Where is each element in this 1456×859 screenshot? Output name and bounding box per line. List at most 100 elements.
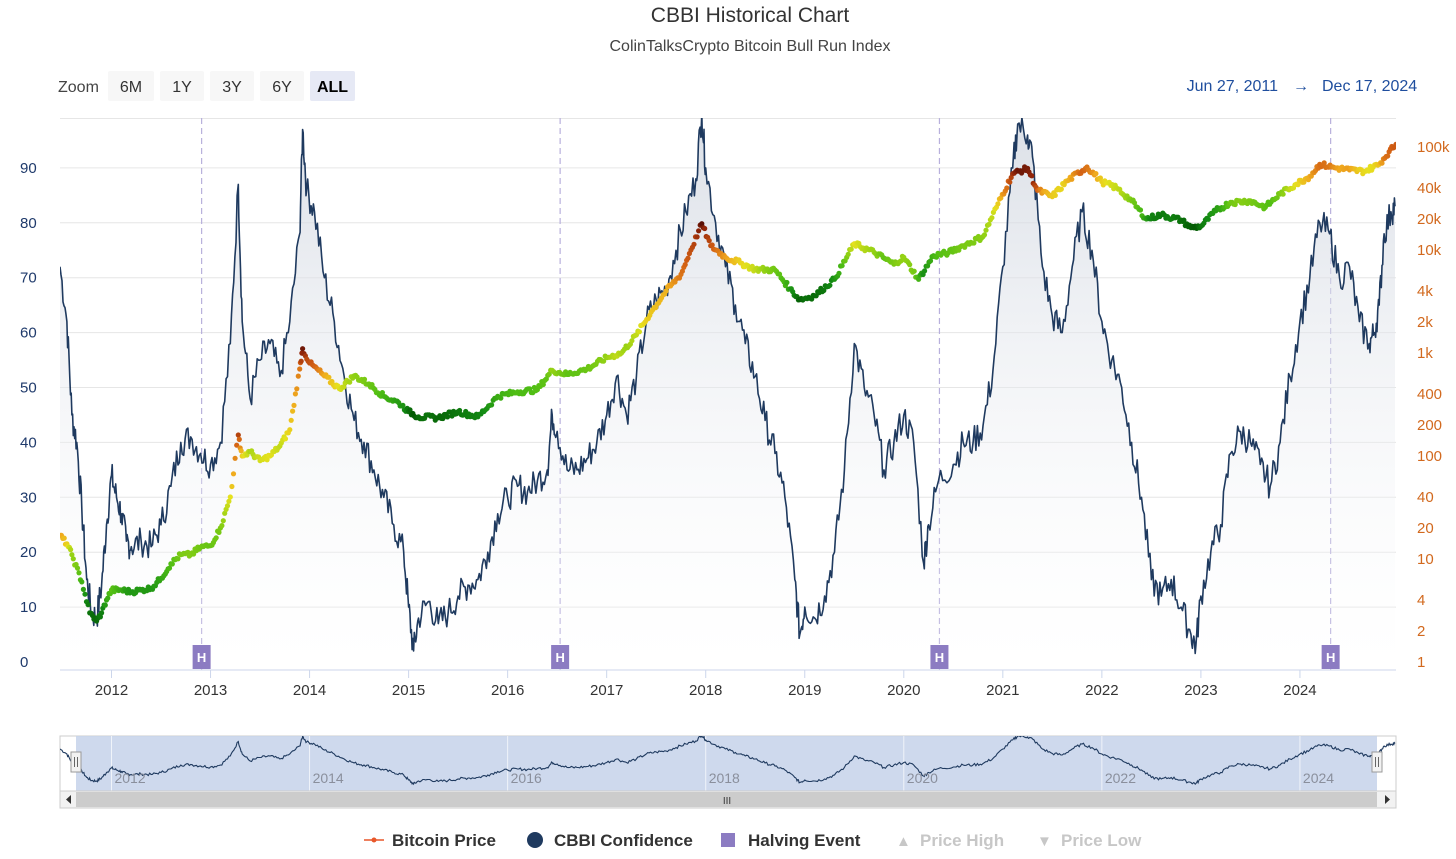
- legend-label: Price Low: [1061, 831, 1142, 850]
- zoom-buttons: 6M 1Y 3Y 6Y ALL: [108, 71, 355, 101]
- zoom-button-3y[interactable]: 3Y: [210, 71, 254, 101]
- x-tick: 2019: [788, 682, 821, 699]
- price-point: [1232, 201, 1238, 208]
- price-point: [995, 201, 1001, 207]
- price-point: [907, 262, 913, 268]
- legend-label: Halving Event: [748, 831, 861, 850]
- zoom-button-1y[interactable]: 1Y: [160, 71, 204, 101]
- triangle-down-icon: ▼: [1037, 833, 1052, 850]
- scrollbar-thumb[interactable]: [76, 792, 1377, 807]
- navigator-selected-range[interactable]: [76, 736, 1377, 791]
- price-point: [347, 379, 353, 385]
- halving-marker[interactable]: H: [551, 645, 570, 669]
- x-tick: 2023: [1184, 682, 1217, 699]
- price-point: [981, 232, 988, 238]
- svg-text:ALL: ALL: [317, 79, 348, 96]
- price-point: [68, 547, 74, 553]
- bitcoin-price-series[interactable]: [57, 141, 1398, 624]
- cbbi-line[interactable]: [60, 113, 1396, 655]
- price-point: [166, 565, 173, 571]
- svg-text:H: H: [935, 650, 944, 665]
- halving-marker[interactable]: H: [930, 645, 949, 669]
- legend-item-halving-event[interactable]: Halving Event: [721, 831, 861, 850]
- price-point: [230, 471, 237, 477]
- price-point: [229, 483, 235, 490]
- x-tick: 2012: [95, 682, 128, 699]
- price-point: [288, 417, 294, 423]
- range-from[interactable]: Jun 27, 2011: [1187, 78, 1278, 95]
- halving-marker[interactable]: H: [192, 645, 211, 669]
- price-point: [220, 518, 226, 524]
- scroll-right-arrow-icon[interactable]: [1385, 795, 1390, 804]
- price-point: [1181, 217, 1187, 223]
- price-point: [300, 346, 306, 352]
- price-point: [80, 586, 86, 593]
- price-point: [213, 535, 219, 541]
- price-point: [663, 288, 669, 294]
- price-point: [989, 215, 995, 221]
- zoom-button-6m[interactable]: 6M: [108, 71, 154, 101]
- price-point: [74, 565, 81, 571]
- price-point: [298, 358, 304, 364]
- price-point: [219, 523, 225, 529]
- price-point: [407, 407, 413, 413]
- legend-item-price-low[interactable]: ▼ Price Low: [1037, 831, 1142, 850]
- navigator-line: [60, 736, 1396, 786]
- price-point: [361, 376, 368, 382]
- y-right-tick: 40k: [1417, 180, 1442, 197]
- price-point: [1274, 195, 1280, 201]
- navigator[interactable]: 2012 2014 2016 2018 2020 2022 2024: [59, 735, 1397, 792]
- price-point: [848, 246, 854, 252]
- navigator-handle-left[interactable]: [70, 751, 82, 773]
- triangle-up-icon: ▲: [896, 833, 911, 850]
- y-left-tick: 70: [20, 270, 37, 287]
- price-point: [709, 242, 715, 248]
- price-point: [839, 263, 845, 269]
- y-left-tick: 30: [20, 489, 37, 506]
- x-tick: 2014: [293, 682, 326, 699]
- x-tick: 2020: [887, 682, 920, 699]
- price-point: [440, 415, 446, 422]
- price-point: [282, 436, 289, 442]
- y-right-tick: 20k: [1417, 211, 1442, 228]
- date-range: Jun 27, 2011 → Dec 17, 2024: [1187, 78, 1418, 95]
- navigator-grid: [110, 736, 1301, 791]
- navigator-x-tick: 2022: [1105, 770, 1136, 786]
- price-point: [291, 402, 297, 408]
- navigator-handle-right[interactable]: [1371, 751, 1383, 773]
- halving-marker[interactable]: H: [1321, 645, 1340, 669]
- legend-label: Price High: [920, 831, 1004, 850]
- price-point: [498, 395, 504, 401]
- zoom-button-6y[interactable]: 6Y: [260, 71, 304, 101]
- range-to[interactable]: Dec 17, 2024: [1322, 78, 1417, 95]
- y-right-tick: 1: [1417, 654, 1425, 671]
- zoom-label: Zoom: [58, 79, 99, 96]
- svg-text:3Y: 3Y: [222, 79, 242, 96]
- scrollbar[interactable]: III: [59, 790, 1397, 809]
- legend-item-cbbi-confidence[interactable]: CBBI Confidence: [527, 831, 693, 850]
- price-point: [297, 366, 303, 372]
- price-point: [326, 374, 332, 380]
- price-point: [679, 268, 686, 274]
- price-point: [69, 552, 75, 558]
- price-point: [898, 258, 904, 264]
- zoom-button-all[interactable]: ALL: [310, 71, 355, 101]
- price-point: [986, 221, 992, 227]
- x-axis: 2012 2013 2014 2015 2016 2017 2018 2019 2020 2021…: [95, 670, 1317, 699]
- y-axis-left: 0 10 20 30 40 50 60 70 80 90: [20, 160, 37, 671]
- legend-item-bitcoin-price[interactable]: Bitcoin Price: [364, 831, 496, 850]
- x-tick: 2015: [392, 682, 425, 699]
- price-point: [295, 373, 301, 379]
- y-right-tick: 4k: [1417, 283, 1433, 300]
- x-tick: 2017: [590, 682, 623, 699]
- price-point: [76, 570, 82, 576]
- y-left-tick: 50: [20, 380, 37, 397]
- price-point: [79, 579, 85, 585]
- price-point: [636, 329, 643, 335]
- scroll-left-arrow-icon[interactable]: [66, 795, 71, 804]
- price-point: [1137, 207, 1144, 213]
- y-right-tick: 2k: [1417, 314, 1433, 331]
- navigator-x-tick: 2024: [1303, 770, 1334, 786]
- price-point: [400, 402, 406, 408]
- legend-item-price-high[interactable]: ▲ Price High: [896, 831, 1004, 850]
